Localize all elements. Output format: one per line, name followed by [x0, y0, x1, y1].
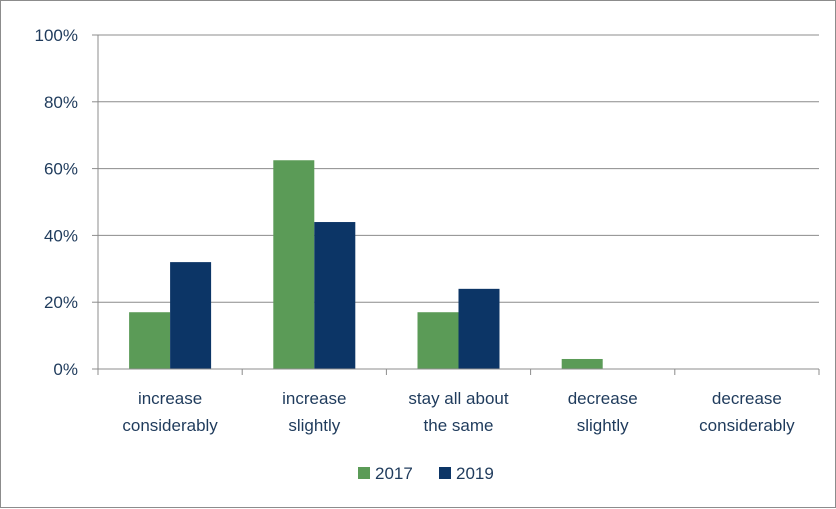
- x-category-label: decrease considerably: [699, 389, 795, 435]
- y-tick-label: 100%: [35, 26, 78, 45]
- bar-2017-0: [129, 312, 171, 369]
- legend-swatch-2019: [439, 467, 451, 479]
- y-tick-label: 80%: [44, 93, 78, 112]
- legend-swatch-2017: [358, 467, 370, 479]
- x-axis: [97, 368, 820, 375]
- legend-label-2019: 2019: [456, 464, 494, 483]
- legend: 2017 2019: [358, 464, 494, 483]
- gridlines: [98, 34, 819, 303]
- bar-2017-3: [561, 358, 603, 369]
- bar-2019-2: [458, 288, 500, 369]
- y-tick-label: 20%: [44, 293, 78, 312]
- x-category-label: increase considerably: [122, 389, 218, 435]
- y-tick-label: 40%: [44, 226, 78, 245]
- bars: [129, 160, 603, 369]
- y-tick-label: 0%: [53, 360, 78, 379]
- x-category-label: increase slightly: [282, 389, 346, 435]
- y-axis-ticks: 0% 20% 40% 60% 80% 100%: [35, 26, 99, 379]
- bar-2019-1: [314, 222, 356, 369]
- bar-2017-2: [417, 312, 459, 369]
- x-category-label: stay all about the same: [408, 389, 508, 435]
- bar-2019-0: [170, 262, 212, 369]
- category-labels: increase considerably increase slightly stay…: [122, 389, 795, 435]
- x-category-label: decrease slightly: [568, 389, 638, 435]
- legend-label-2017: 2017: [375, 464, 413, 483]
- y-tick-label: 60%: [44, 160, 78, 179]
- bar-2017-1: [273, 160, 315, 369]
